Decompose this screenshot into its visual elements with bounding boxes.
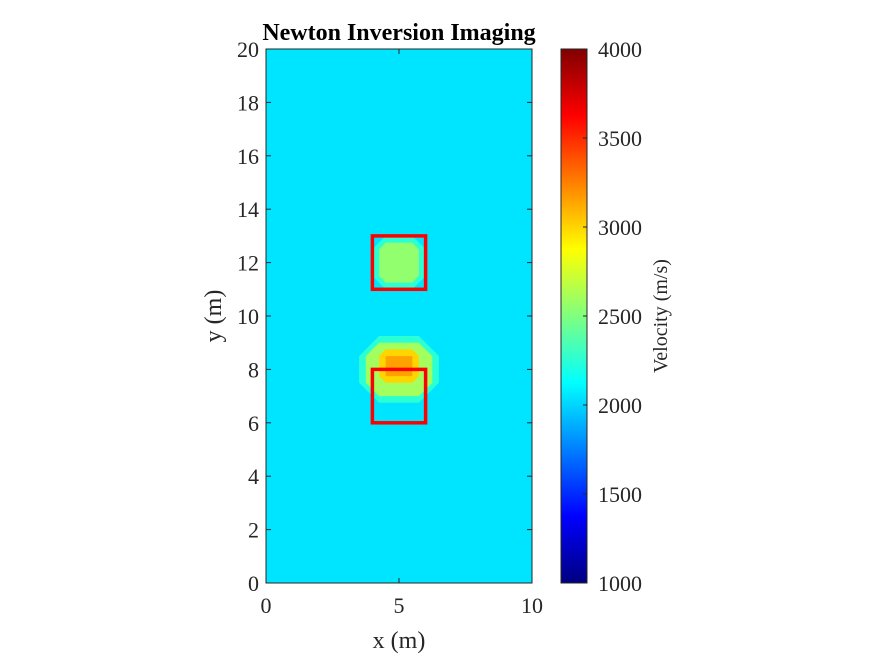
colorbar-tick-label: 1000 xyxy=(598,571,642,596)
y-tick-label: 18 xyxy=(237,90,259,115)
colorbar-tick-label: 3500 xyxy=(598,126,642,151)
true-anomaly-box-1 xyxy=(370,234,428,292)
true-anomaly-box-2 xyxy=(370,367,428,425)
y-tick-label: 12 xyxy=(237,251,259,276)
y-tick-label: 10 xyxy=(237,304,259,329)
heatmap-plot xyxy=(265,48,533,584)
y-tick-label: 20 xyxy=(237,37,259,62)
colorbar-gradient xyxy=(560,48,588,584)
anomaly-2-layer-4 xyxy=(385,356,413,377)
x-axis-label: x (m) xyxy=(373,628,426,654)
chart-title: Newton Inversion Imaging xyxy=(262,20,535,46)
y-tick-label: 16 xyxy=(237,144,259,169)
y-axis-label: y (m) xyxy=(201,290,227,343)
y-tick-label: 6 xyxy=(248,411,259,436)
y-tick-label: 14 xyxy=(237,197,259,222)
colorbar-tick-label: 2000 xyxy=(598,393,642,418)
y-tick-label: 0 xyxy=(248,571,259,596)
y-tick-label: 8 xyxy=(248,357,259,382)
colorbar-label: Velocity (m/s) xyxy=(650,259,672,373)
velocity-background xyxy=(266,49,532,583)
colorbar: 1000 1500 2000 2500 3000 3500 4000 Velocity (m… xyxy=(560,37,672,596)
colorbar-tick-label: 1500 xyxy=(598,482,642,507)
colorbar-tick-label: 4000 xyxy=(598,37,642,62)
x-tick-label: 10 xyxy=(521,593,543,618)
colorbar-tick-label: 2500 xyxy=(598,304,642,329)
x-tick-label: 5 xyxy=(394,593,405,618)
x-tick-label: 0 xyxy=(261,593,272,618)
y-tick-label: 2 xyxy=(248,518,259,543)
colorbar-tick-label: 3000 xyxy=(598,215,642,240)
anomaly-1-layer-2 xyxy=(379,242,419,283)
y-tick-label: 4 xyxy=(248,464,259,489)
